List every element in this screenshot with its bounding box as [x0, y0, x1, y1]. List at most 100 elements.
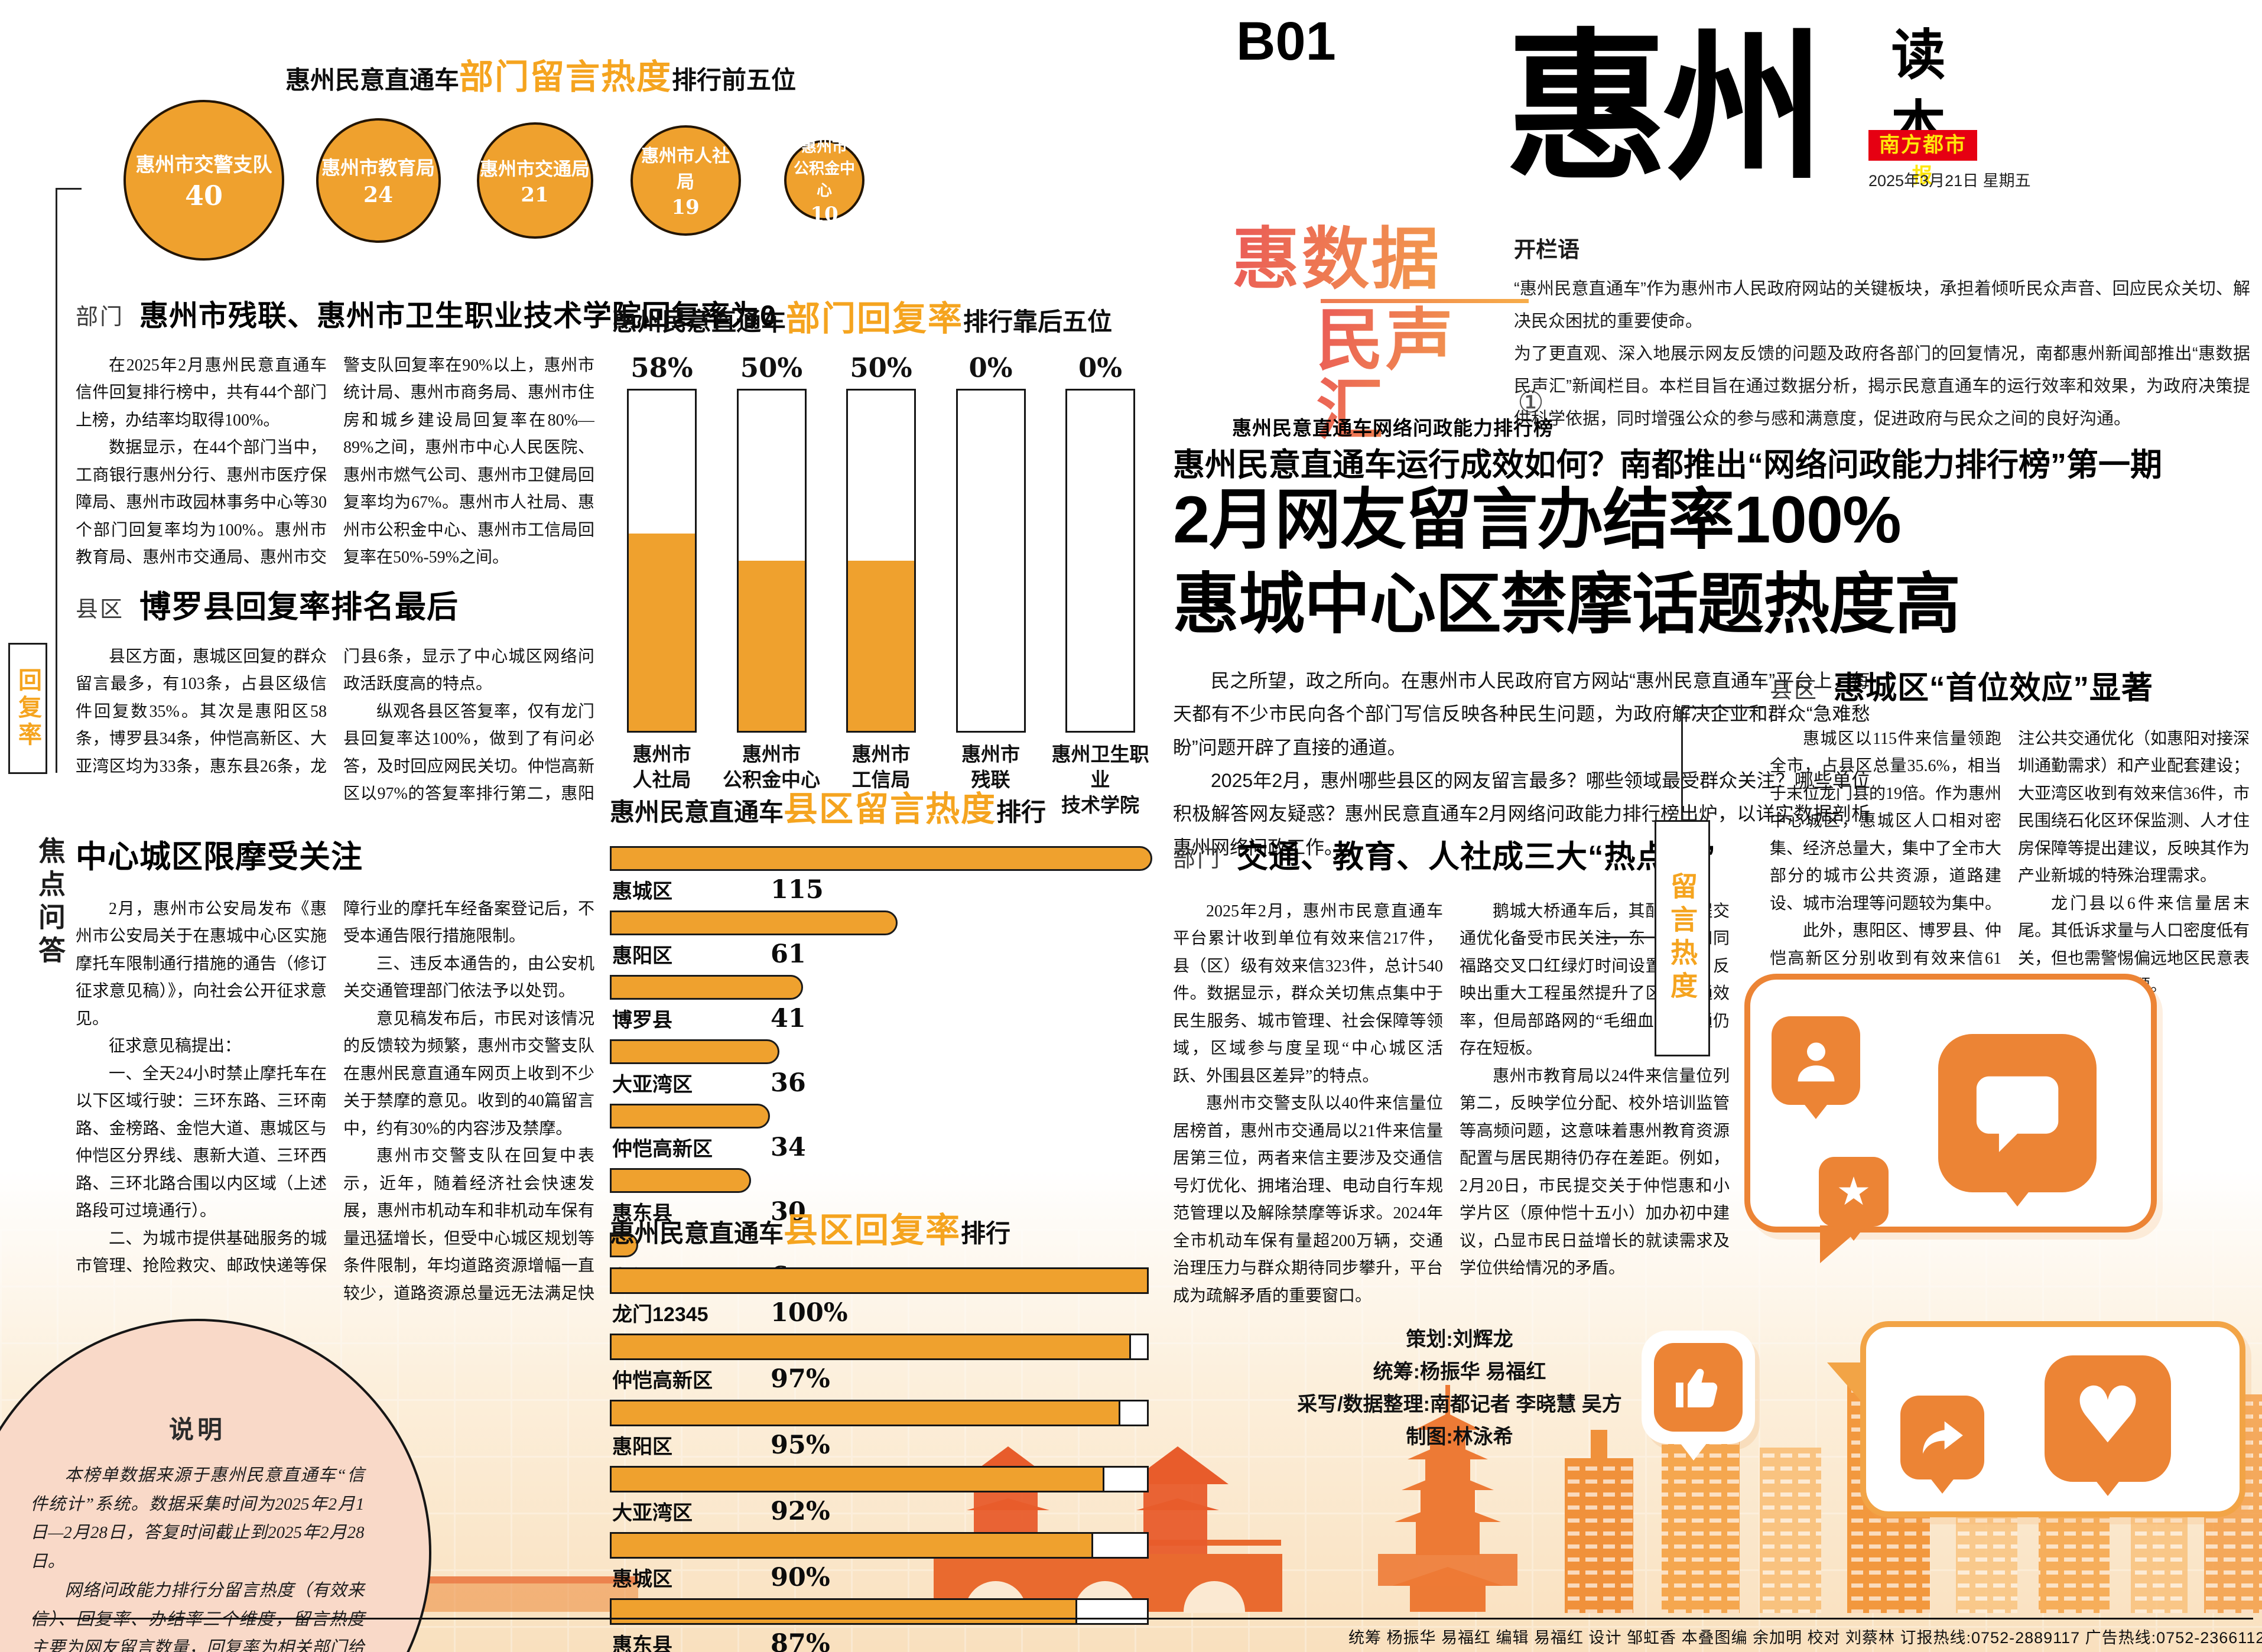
headline-line1: 2月网友留言办结率100%	[1173, 483, 1902, 557]
heat-bar	[610, 1039, 780, 1064]
body-paragraph: 二、为城市提供基础服务的城市管理、抢险救灾、邮政快递等保障行业的摩托车经备案登记…	[76, 900, 594, 1276]
heat-row: 惠阳区 61	[610, 910, 1152, 969]
section-heading: 部门 惠州市残联、惠州市卫生职业技术学院回复率为0	[76, 292, 776, 334]
brand-logo: 南方都市报	[1868, 130, 1977, 187]
heat-bar	[610, 1104, 771, 1129]
reply-label-row: 龙门12345 100%	[612, 1298, 1152, 1328]
body-paragraph: 数据显示，在44个部门当中，工商银行惠州分行、惠州市医疗保障局、惠州市政园林事务…	[76, 356, 594, 567]
vbar-name: 惠州市 人社局	[632, 743, 691, 791]
vbar-name: 惠州市 残联	[961, 743, 1020, 791]
speech-bubble-decoration: ★	[1744, 974, 2157, 1263]
chart-title: 惠州民意直通车县区回复率排行	[610, 1202, 1152, 1252]
column-logo: 惠数据 民声汇 ①	[1232, 225, 1544, 447]
credit-line: 采写/数据整理:南都记者 李晓慧 吴方	[1297, 1393, 1622, 1416]
star-icon: ★	[1819, 1157, 1889, 1241]
chart-title-highlight: 县区留言热度	[784, 790, 997, 828]
reply-fill	[612, 1401, 1120, 1425]
heat-label-row: 惠城区 115	[612, 875, 1152, 905]
footer-rule	[32, 1618, 2253, 1620]
vertical-bars: 58% 惠州市 人社局 50% 惠州市 公积金中心 50% 惠州市 工信局 0% 惠州市 残联 0% 惠州…	[610, 352, 1152, 818]
section-body: 2月，惠州市公安局发布《惠州市公安局关于在惠城中心区实施摩托车限制通行措施的通告…	[76, 896, 594, 1310]
heat-label-row: 大亚湾区 36	[612, 1068, 1152, 1098]
reply-row: 龙门12345 100%	[610, 1267, 1152, 1328]
opening-paragraph: “惠州民意直通车”作为惠州市人民政府网站的关键板块，承担着倾听民众声音、回应民众…	[1514, 279, 2250, 331]
credits-block: 策划:刘辉龙统筹:杨振华 易福红采写/数据整理:南都记者 李晓慧 吴方 制图:林泳…	[1270, 1323, 1649, 1453]
vbar-value: 50%	[740, 352, 803, 383]
opening-paragraph: 为了更直观、深入地展示网友反馈的问题及政府各部门的回复情况，南都惠州新闻部推出“…	[1514, 344, 2250, 429]
heat-label-connector-top	[1681, 707, 1764, 708]
body-paragraph: 意见稿发布后，市民对该情况的反馈较为频繁，惠州市交警支队在惠州民意直通车网页上收…	[343, 1009, 594, 1138]
section-tag: 部门	[1173, 847, 1222, 872]
heat-district-name: 惠阳区	[612, 945, 672, 967]
chart-title-suffix: 排行靠后五位	[963, 308, 1113, 336]
heat-value: 36	[771, 1068, 806, 1098]
chart-title-prefix: 惠州民意直通车	[285, 66, 459, 94]
reply-track	[610, 1532, 1149, 1559]
section-tag: 县区	[1770, 678, 1819, 703]
chart-title-prefix: 惠州民意直通车	[612, 308, 786, 336]
heat-district-name: 惠东县	[612, 1202, 672, 1225]
logo-line1: 惠数据	[1232, 225, 1510, 295]
heat-label-row: 博罗县 41	[612, 1004, 1152, 1033]
body-paragraph: 纵观各县区答复率，仅有龙门县回复率达100%，做到了有问必答，及时回应网民关切。…	[343, 702, 594, 804]
chart-title-highlight: 部门回复率	[786, 300, 964, 338]
reply-label-row: 仲恺高新区 97%	[612, 1364, 1152, 1394]
reply-district-name: 大亚湾区	[612, 1502, 693, 1524]
note-paragraph: 本榜单数据来源于惠州民意直通车“信件统计”系统。数据采集时间为2025年2月1日…	[30, 1466, 365, 1572]
body-paragraph: 三、违反本通告的，由公安机关交通管理部门依法予以处罚。	[343, 954, 594, 1001]
note-title: 说明	[168, 1416, 226, 1443]
heat-value: 115	[771, 875, 824, 905]
note-paragraph: 网络问政能力排行分留言热度（有效来信）、回复率、办结率三个维度，留言热度主要为网…	[30, 1581, 365, 1652]
reply-row: 惠城区 90%	[610, 1532, 1152, 1592]
opening-note: 开栏语 “惠州民意直通车”作为惠州市人民政府网站的关键板块，承担着倾听民众声音、…	[1514, 232, 2250, 435]
footer-credits: 统筹 杨振华 易福红 编辑 易福红 设计 邹虹香 本叠图编 余加明 校对 刘蔡林…	[1348, 1629, 2262, 1647]
body-paragraph: 惠州市交警支队在回复中表示，近年，随着经济社会快速发展，惠州市机动车和非机动车保…	[343, 1147, 594, 1303]
reply-district-name: 惠城区	[612, 1568, 672, 1591]
dept-heat-bubble: 惠州市教育局 24	[316, 118, 441, 243]
bubble-value: 40	[184, 180, 223, 212]
vbar-track	[1065, 389, 1135, 733]
section-heading: 县区 博罗县回复率排名最后	[76, 582, 594, 627]
body-paragraph: 惠城区以115件来信量领跑全市，占县区总量35.6%，相当于末位龙门县的19倍。…	[1770, 730, 2002, 913]
publication-date: 2025年3月21日 星期五	[1868, 172, 2031, 190]
section-dept-hotspots: 部门 交通、教育、人社成三大“热点池” 2025年2月，惠州市民意直通车平台累计…	[1173, 832, 1730, 1319]
heat-row: 大亚湾区 36	[610, 1039, 1152, 1098]
chart-title: 惠州民意直通车部门留言热度排行前五位	[115, 49, 966, 99]
heat-district-name: 仲恺高新区	[612, 1138, 713, 1160]
bubble-label: 惠州市人社局	[641, 147, 730, 192]
section-rail-line	[56, 188, 57, 773]
icon-pin	[2095, 1479, 2121, 1496]
speech-bubble-tail	[1827, 1362, 1861, 1401]
credit-line: 策划:刘辉龙	[1406, 1328, 1513, 1351]
section-body: 县区方面，惠城区回复的群众留言最多，有103条，占县区级信件回复数35%。其次是…	[76, 643, 594, 831]
dept-reply-bar-chart: 惠州民意直通车部门回复率排行靠后五位 58% 惠州市 人社局 50% 惠州市 公积金中心 5…	[610, 291, 1152, 816]
headline-line2: 惠城中心区禁摩话题热度高	[1173, 567, 1961, 642]
vbar-group: 50% 惠州市 公积金中心	[720, 352, 824, 818]
reply-label-row: 惠阳区 95%	[612, 1430, 1152, 1460]
chat-bubble-icon	[1938, 1034, 2097, 1207]
heat-label-row: 惠阳区 61	[612, 939, 1152, 969]
vbar-group: 50% 惠州市 工信局	[829, 352, 933, 818]
note-body: 本榜单数据来源于惠州民意直通车“信件统计”系统。数据采集时间为2025年2月1日…	[31, 1461, 365, 1652]
credit-line: 制图:林泳希	[1406, 1426, 1513, 1449]
heat-district-name: 博罗县	[612, 1009, 672, 1032]
credit-line: 统筹:杨振华 易福红	[1373, 1361, 1546, 1384]
bubble-value: 21	[521, 183, 549, 207]
reply-track	[610, 1598, 1149, 1625]
vbar-name: 惠州市 工信局	[852, 743, 911, 791]
heat-side-label-box: 留言热度	[1655, 820, 1710, 1056]
body-paragraph: 在2025年2月惠州民意直通车信件回复排行榜中，共有44个部门上榜，办结率均取得…	[76, 356, 327, 430]
page-edition: B01	[1236, 11, 1336, 71]
reply-rate-side-label: 回复率	[15, 668, 41, 749]
section-tag: 县区	[76, 597, 125, 622]
logo-line2: 民声汇	[1316, 305, 1510, 447]
heat-value: 41	[771, 1004, 806, 1033]
logo-subtitle: 惠州民意直通车网络问政能力排行榜	[1232, 417, 1554, 439]
body-paragraph: 2025年2月，惠州市民意直通车平台累计收到单位有效来信217件，县（区）级有效…	[1173, 902, 1443, 1085]
vbar-track	[736, 389, 807, 733]
vbar-track	[627, 389, 697, 733]
heat-district-name: 大亚湾区	[612, 1074, 693, 1096]
vbar-group: 0% 惠州市 残联	[939, 352, 1043, 818]
vbar-fill	[629, 533, 695, 731]
reply-label-row: 惠城区 90%	[612, 1563, 1152, 1592]
